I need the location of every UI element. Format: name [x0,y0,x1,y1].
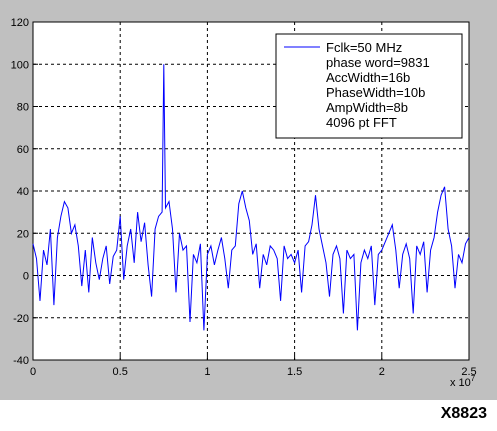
x-tick-label: 0.5 [113,366,128,378]
y-tick-label: 20 [17,228,29,240]
y-tick-label: -20 [13,313,29,325]
series-line-0 [32,64,470,331]
x-exponent-label: x 107 [450,374,476,389]
y-tick-label: 100 [11,59,29,71]
y-tick-label: 0 [23,271,29,283]
figure-id-label: X8823 [440,405,487,422]
legend: Fclk=50 MHz phase word=9831 AccWidth=16b… [275,33,463,139]
x-tick-label: 2 [379,366,385,378]
series-layer [32,64,470,331]
legend-series-name: Fclk=50 MHz [326,40,402,55]
legend-line-5: 4096 pt FFT [326,115,397,130]
y-tick-label: 60 [17,144,29,156]
legend-line-4: AmpWidth=8b [326,100,408,115]
y-tick-label: 40 [17,186,29,198]
legend-line-3: PhaseWidth=10b [326,85,425,100]
tick-layer: 0 0.5 1 1.5 2 2.5 -40 -20 0 20 40 60 80 100 120 [11,17,477,378]
legend-line-1: phase word=9831 [326,55,430,70]
y-tick-label: -40 [13,355,29,367]
legend-line-2: AccWidth=16b [326,70,410,85]
figure-background: 0 0.5 1 1.5 2 2.5 -40 -20 0 20 40 60 80 100 120 x 107 … [0,0,497,400]
y-tick-label: 120 [11,17,29,29]
x-tick-label: 0 [30,366,36,378]
y-tick-label: 80 [17,102,29,114]
legend-box [275,33,463,139]
x-tick-label: 2.5 [461,366,476,378]
x-tick-label: 1 [204,366,210,378]
x-tick-label: 1.5 [287,366,302,378]
